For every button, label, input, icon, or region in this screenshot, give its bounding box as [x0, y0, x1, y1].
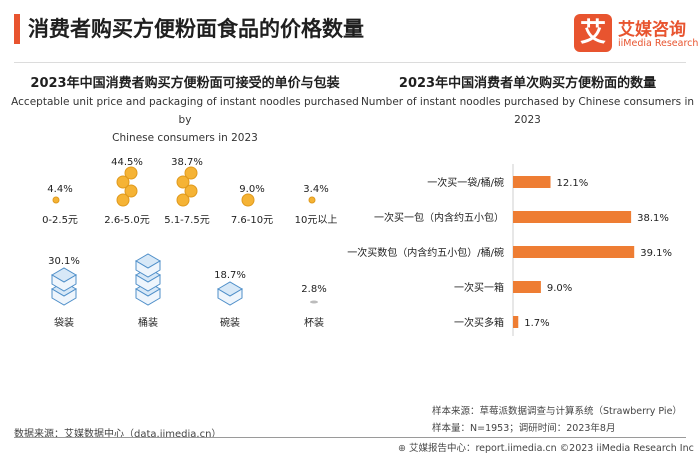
quantity-category-label: 一次买一箱 — [454, 281, 504, 294]
box-icon-body — [217, 288, 243, 306]
globe-icon: ⊕ — [398, 443, 409, 454]
quantity-value-label: 38.1% — [637, 213, 669, 224]
package-value-label: 30.1% — [48, 256, 80, 267]
sample-source: 样本来源：草莓派数据调查与计算系统（Strawberry Pie） — [432, 406, 682, 417]
coin-icon — [52, 196, 60, 204]
coin-icon — [184, 166, 198, 180]
quantity-category-label: 一次买一袋/桶/碗 — [427, 176, 504, 189]
title-accent-bar — [14, 14, 20, 44]
price-category-label: 5.1-7.5元 — [164, 215, 209, 226]
logo-cn: 艾媒咨询 — [618, 20, 686, 40]
price-category-label: 7.6-10元 — [231, 215, 273, 226]
coin-icon — [124, 184, 138, 198]
coin-icon — [116, 193, 130, 207]
page-title: 消费者购买方便粉面食品的价格数量 — [28, 17, 364, 41]
report-center-text: 艾媒报告中心：report.iimedia.cn ©2023 iiMedia R… — [408, 443, 694, 454]
quantity-bar — [513, 246, 635, 258]
quantity-bar — [513, 176, 551, 188]
coin-icon — [124, 166, 138, 180]
right-chart-title: 2023年中国消费者单次购买方便粉面的数量 — [398, 76, 657, 91]
price-value-label: 38.7% — [171, 157, 203, 168]
price-category-label: 10元以上 — [295, 214, 338, 226]
price-value-label: 44.5% — [111, 157, 143, 168]
left-subtitle-line1: Acceptable unit price and packaging of i… — [11, 96, 359, 126]
coin-icon — [116, 175, 130, 189]
box-icon-body — [135, 260, 161, 278]
price-value-label: 3.4% — [303, 184, 328, 195]
packaging-pictogram-chart: 30.1% 袋装 48.4% 桶装 18.7% 碗装 2.8% 杯装 — [48, 250, 327, 329]
logo-en: iiMedia Research — [618, 38, 699, 49]
coin-icon — [241, 193, 255, 207]
data-source: 数据来源：艾媒数据中心（data.iimedia.cn） — [14, 429, 222, 440]
small-cup-icon — [310, 300, 318, 304]
header-divider — [14, 62, 686, 63]
sample-size: 样本量：N=1953；调研时间：2023年8月 — [432, 423, 616, 434]
left-chart-title: 2023年中国消费者购买方便粉面可接受的单价与包装 — [30, 76, 340, 91]
quantity-value-label: 9.0% — [547, 283, 572, 294]
price-pictogram-chart: 4.4% 0-2.5元 44.5% 2.6-5.0元 38.7% 5.1-7.5元 9.0%… — [42, 157, 338, 226]
quantity-bar — [513, 281, 541, 293]
coin-icon — [176, 193, 190, 207]
quantity-bar — [513, 316, 519, 328]
quantity-category-label: 一次买数包（内含约五小包）/桶/碗 — [347, 246, 504, 259]
package-value-label: 18.7% — [214, 270, 246, 281]
coin-icon — [176, 175, 190, 189]
footer-divider — [14, 437, 686, 438]
quantity-bar-chart: 一次买一袋/桶/碗 12.1% 一次买一包（内含约五小包） 38.1% 一次买数包（内含… — [347, 164, 672, 336]
package-value-label: 2.8% — [301, 284, 326, 295]
price-category-label: 0-2.5元 — [42, 215, 78, 226]
logo-mark: 艾 — [574, 14, 612, 52]
package-value-label: 48.4% — [132, 250, 164, 253]
box-icon-body — [51, 274, 77, 292]
price-category-label: 2.6-5.0元 — [104, 215, 149, 226]
price-value-label: 4.4% — [47, 184, 72, 195]
package-category-label: 桶装 — [138, 316, 158, 329]
quantity-category-label: 一次买多箱 — [454, 316, 504, 329]
package-category-label: 碗装 — [220, 316, 240, 329]
box-icon-body — [135, 288, 161, 306]
iimedia-logo: 艾 艾媒咨询 iiMedia Research — [574, 14, 698, 56]
report-center: ⊕ 艾媒报告中心：report.iimedia.cn ©2023 iiMedia… — [398, 440, 694, 454]
quantity-value-label: 12.1% — [557, 178, 589, 189]
coin-icon — [308, 196, 316, 204]
price-value-label: 9.0% — [239, 184, 264, 195]
coin-icon — [184, 184, 198, 198]
right-chart-subtitle: Number of instant noodles purchased by C… — [360, 96, 695, 126]
left-chart-subtitle: Acceptable unit price and packaging of i… — [10, 93, 360, 147]
quantity-value-label: 39.1% — [640, 248, 672, 259]
left-subtitle-line2: Chinese consumers in 2023 — [112, 132, 258, 144]
quantity-category-label: 一次买一包（内含约五小包） — [374, 211, 504, 224]
box-icon-body — [135, 274, 161, 292]
quantity-bar — [513, 211, 632, 223]
quantity-value-label: 1.7% — [524, 318, 549, 329]
box-icon-body — [51, 288, 77, 306]
package-category-label: 杯装 — [304, 316, 324, 329]
package-category-label: 袋装 — [54, 316, 74, 329]
